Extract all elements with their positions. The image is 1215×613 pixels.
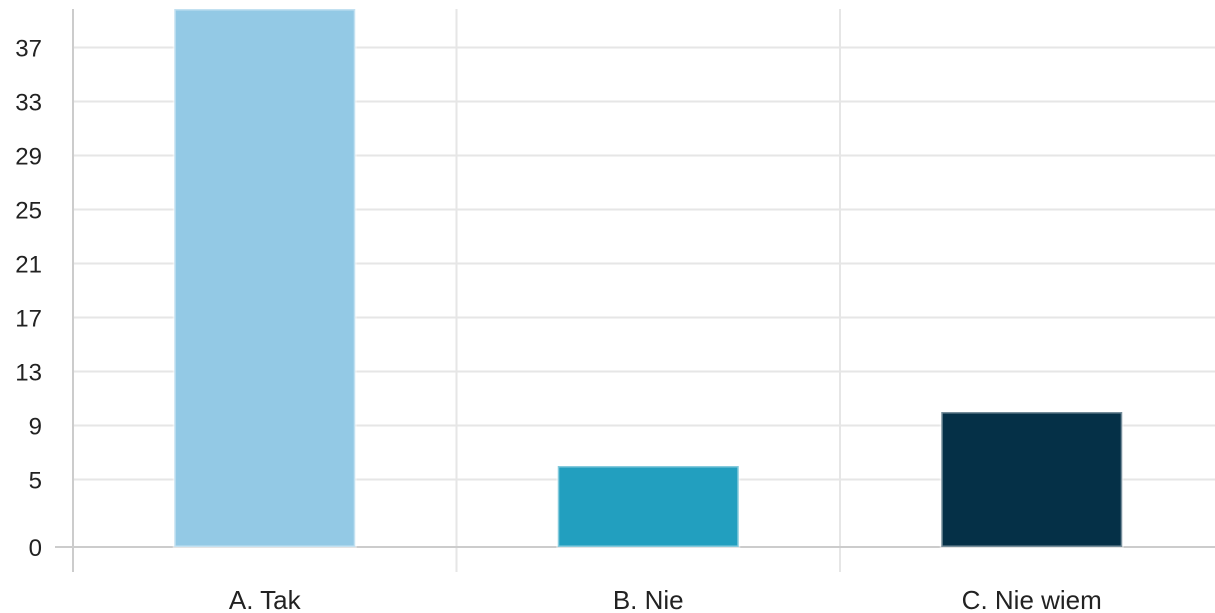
x-tick-labels: A. Tak B. Nie C. Nie wiem [229,585,1102,613]
x-tick-label: B. Nie [613,585,684,613]
y-tick-label: 5 [29,468,42,495]
y-tick-label: 29 [15,144,42,171]
y-tick-label: 21 [15,252,42,279]
y-tick-label: 37 [15,36,42,63]
y-tick-label: 33 [15,90,42,117]
bar-2 [556,464,741,549]
y-tick-label: 13 [15,360,42,387]
y-tick-label: 0 [29,535,42,562]
y-tick-label: 9 [29,414,42,441]
y-tick-label: 25 [15,198,42,225]
y-tick-labels: 0 5 9 13 17 21 25 29 33 37 [15,36,42,563]
bar-3 [939,410,1124,549]
y-tick-label: 17 [15,306,42,333]
x-tick-label: A. Tak [229,585,302,613]
bar-1 [172,7,357,549]
bars [172,7,1124,549]
x-tick-label: C. Nie wiem [962,585,1102,613]
